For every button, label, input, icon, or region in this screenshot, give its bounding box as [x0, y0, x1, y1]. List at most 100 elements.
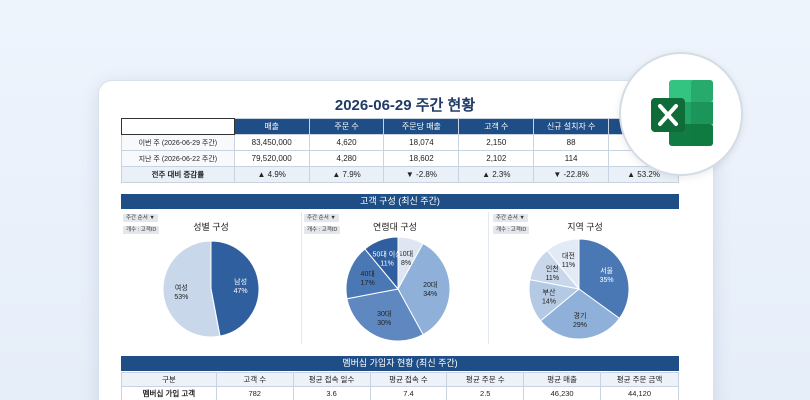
pie-slice-label: 50대 이상 [373, 250, 403, 259]
kpi-header: 매출 [233, 118, 310, 135]
filter-icon: ▼ [330, 215, 336, 221]
kpi-delta-cell: ▼ -22.8% [533, 166, 610, 183]
membership-header: 평균 접속 수 [369, 372, 448, 387]
filter-icon: ▼ [519, 215, 525, 221]
filter-chip[interactable]: 주간 순서 ▼ [123, 214, 158, 222]
kpi-table: 매출 주문 수 주문당 매출 고객 수 신규 설치자 수 이번 주 (2026-… [121, 118, 679, 183]
kpi-header: 신규 설치자 수 [533, 118, 610, 135]
pie-slice-value: 8% [401, 260, 411, 267]
membership-header-row: 구분 고객 수 평균 접속 일수 평균 접속 수 평균 주문 수 평균 매출 평… [121, 372, 679, 387]
pie-slice[interactable] [539, 288, 621, 340]
customer-section-banner: 고객 구성 (최신 주간) [121, 194, 679, 209]
value-chip[interactable]: 개수 : 고객ID [304, 226, 341, 234]
pie-slice-label: 여성 [175, 283, 188, 292]
membership-header: 평균 접속 일수 [292, 372, 371, 387]
kpi-cell: 2,150 [458, 134, 535, 151]
kpi-row-label: 이번 주 (2026-06-29 주간) [121, 134, 235, 151]
membership-table: 구분 고객 수 평균 접속 일수 평균 접속 수 평균 주문 수 평균 매출 평… [121, 372, 679, 400]
kpi-cell: 4,620 [308, 134, 385, 151]
filter-icon: ▼ [149, 215, 155, 221]
pie-slice-label: 남성 [234, 277, 247, 286]
membership-row: 멤버십 가입 고객 782 3.6 7.4 2.5 46,230 44,120 [121, 386, 679, 400]
filter-chip[interactable]: 주간 순서 ▼ [304, 214, 339, 222]
chart-title: 연령대 구성 [373, 222, 417, 232]
membership-cell: 7.4 [369, 386, 448, 400]
pie-slice[interactable] [364, 236, 399, 291]
pie-slice[interactable] [210, 240, 260, 337]
membership-cell: 2.5 [446, 386, 525, 400]
kpi-cell: 114 [533, 150, 610, 167]
membership-header: 평균 매출 [523, 372, 602, 387]
pie-slice-value: 11% [380, 261, 394, 268]
membership-header: 평균 주문 금액 [600, 372, 679, 387]
membership-cell: 782 [215, 386, 294, 400]
kpi-cell: 18,074 [383, 134, 460, 151]
pie-slice-value: 11% [546, 275, 560, 282]
kpi-row-label: 전주 대비 증감률 [121, 166, 235, 183]
kpi-delta-cell: ▲ 7.9% [308, 166, 385, 183]
kpi-delta-cell: ▼ -2.8% [383, 166, 460, 183]
pie-slice-value: 29% [573, 322, 587, 329]
pie-slice-label: 10대 [399, 250, 413, 258]
kpi-cell: 4,280 [308, 150, 385, 167]
kpi-header-row: 매출 주문 수 주문당 매출 고객 수 신규 설치자 수 [121, 118, 679, 135]
kpi-header: 고객 수 [458, 118, 535, 135]
membership-cell: 3.6 [292, 386, 371, 400]
pie-slice-value: 53% [174, 294, 188, 301]
pie-slice[interactable] [546, 238, 580, 291]
kpi-cell: 2,102 [458, 150, 535, 167]
pie-slice-value: 17% [361, 280, 375, 287]
region-panel: 주간 순서 ▼ 개수 : 고객ID 지역 구성 서울 35% 경기 29% 부산 14% 인… [491, 212, 679, 352]
kpi-cell: 18,602 [383, 150, 460, 167]
filter-chip-label: 주간 순서 [496, 215, 518, 221]
kpi-corner-cell[interactable] [121, 118, 235, 135]
panel-divider [488, 212, 489, 344]
membership-cell: 44,120 [600, 386, 679, 400]
pie-slice-label: 서울 [600, 266, 613, 275]
age-panel: 주간 순서 ▼ 개수 : 고객ID 연령대 구성 10대 8% 20대 34% 30대 3… [302, 212, 488, 352]
membership-section-banner: 멤버십 가입자 현황 (최신 주간) [121, 356, 679, 371]
pie-slice-value: 35% [600, 277, 614, 284]
chart-title: 성별 구성 [193, 222, 229, 232]
pie-slice-label: 30대 [377, 310, 391, 318]
page-title: 2026-06-29 주간 현황 [334, 97, 476, 114]
pie-slice-label: 40대 [361, 270, 375, 278]
panel-divider [301, 212, 302, 344]
pie-slice[interactable] [346, 288, 424, 342]
membership-cell: 46,230 [523, 386, 602, 400]
pie-slice-label: 대전 [562, 251, 575, 260]
gender-pie-chart: 남성 47% 여성 53% [162, 240, 260, 338]
kpi-row-last-week: 지난 주 (2026-06-22 주간) 79,520,000 4,280 18… [121, 150, 679, 167]
kpi-header: 주문 수 [308, 118, 385, 135]
membership-header: 고객 수 [215, 372, 294, 387]
kpi-cell: 88 [533, 134, 610, 151]
value-chip[interactable]: 개수 : 고객ID [493, 226, 530, 234]
kpi-cell: 83,450,000 [233, 134, 310, 151]
excel-logo-badge [619, 52, 743, 176]
membership-header: 구분 [121, 372, 217, 387]
membership-cell: 멤버십 가입 고객 [121, 386, 217, 400]
pie-slice-value: 11% [562, 262, 576, 269]
excel-icon [651, 80, 713, 146]
kpi-delta-cell: ▲ 2.3% [458, 166, 535, 183]
pie-slice[interactable] [578, 238, 630, 320]
filter-chip[interactable]: 주간 순서 ▼ [493, 214, 528, 222]
kpi-row-this-week: 이번 주 (2026-06-29 주간) 83,450,000 4,620 18… [121, 134, 679, 151]
pie-slice-value: 47% [234, 288, 248, 295]
kpi-delta-cell: ▲ 4.9% [233, 166, 310, 183]
pie-slice-label: 인천 [546, 264, 559, 273]
filter-chip-label: 주간 순서 [126, 215, 148, 221]
membership-header: 평균 주문 수 [446, 372, 525, 387]
chart-title: 지역 구성 [567, 222, 603, 232]
pie-slice-value: 14% [542, 299, 556, 306]
gender-panel: 주간 순서 ▼ 개수 : 고객ID 성별 구성 남성 47% 여성 53% [121, 212, 301, 352]
kpi-row-label: 지난 주 (2026-06-22 주간) [121, 150, 235, 167]
pie-slice-label: 부산 [543, 288, 556, 297]
pie-slice-label: 20대 [423, 281, 437, 289]
value-chip[interactable]: 개수 : 고객ID [123, 226, 160, 234]
pie-slice[interactable] [162, 240, 221, 338]
pie-slice-value: 34% [423, 291, 437, 298]
pie-slice[interactable] [345, 248, 399, 300]
kpi-header: 주문당 매출 [383, 118, 460, 135]
